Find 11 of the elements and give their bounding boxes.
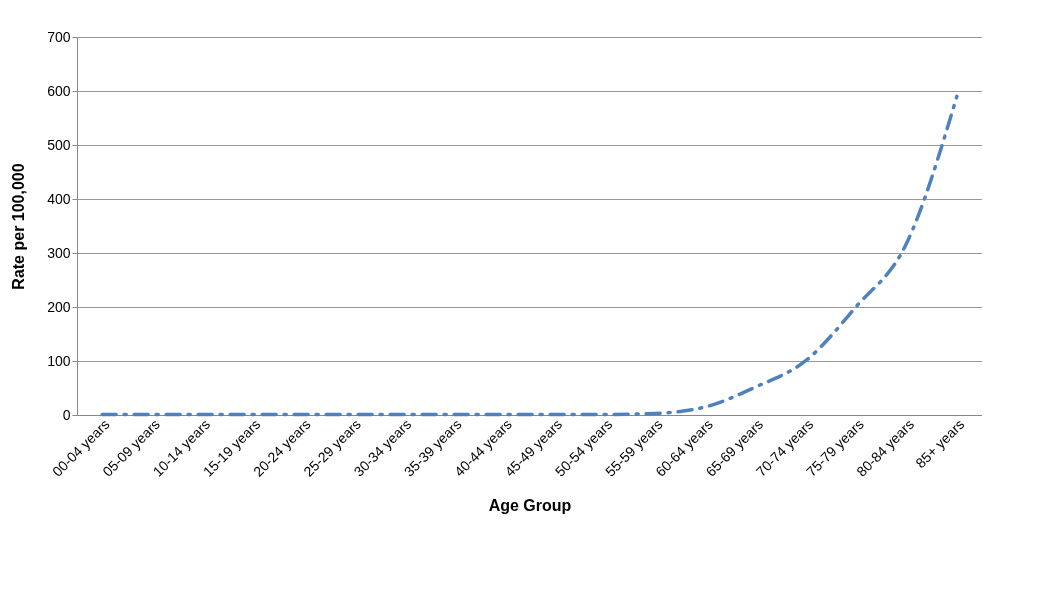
y-tick-label: 500 [47,136,71,153]
y-tick-label: 0 [62,406,71,423]
y-tick-label: 200 [47,298,71,315]
y-tick-label: 700 [47,28,71,45]
x-axis-title: Age Group [488,496,572,514]
y-tick-label: 100 [47,352,71,369]
y-tick-label: 600 [47,82,71,99]
y-axis-title: Rate per 100,000 [10,163,28,290]
y-tick-label: 400 [47,190,71,207]
y-tick-label: 300 [47,244,71,261]
line-series [100,94,959,417]
